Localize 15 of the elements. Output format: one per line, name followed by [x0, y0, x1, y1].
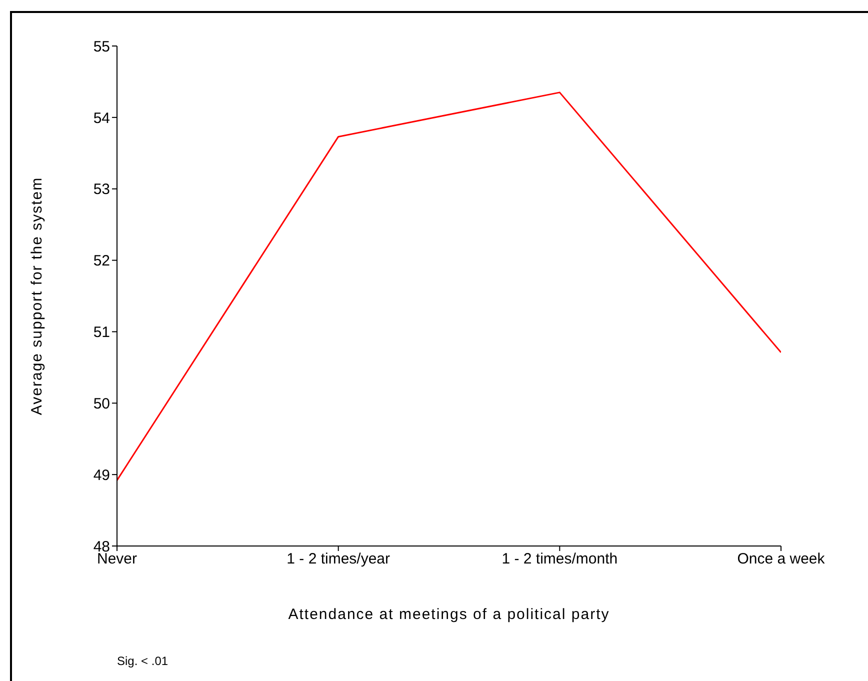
y-tick-label: 49: [93, 466, 110, 484]
line-series: [117, 92, 781, 482]
x-tick-label: Never: [96, 550, 138, 568]
y-tick-label: 55: [93, 38, 110, 56]
x-axis-title: Attendance at meetings of a political party: [287, 606, 611, 623]
x-tick-label: 1 - 2 times/year: [286, 550, 390, 568]
text: Sig. < .01: [117, 654, 168, 668]
x-tick-label: Once a week: [737, 550, 826, 568]
y-tick-label: 53: [93, 181, 110, 198]
y-tick-label: 52: [93, 252, 110, 270]
y-tick-label: 50: [93, 395, 110, 412]
y-tick-label: 51: [93, 324, 110, 342]
x-tick-label: 1 - 2 times/month: [502, 550, 618, 568]
y-axis-title: Average support for the system: [28, 176, 46, 416]
y-tick-label: 54: [93, 110, 110, 127]
